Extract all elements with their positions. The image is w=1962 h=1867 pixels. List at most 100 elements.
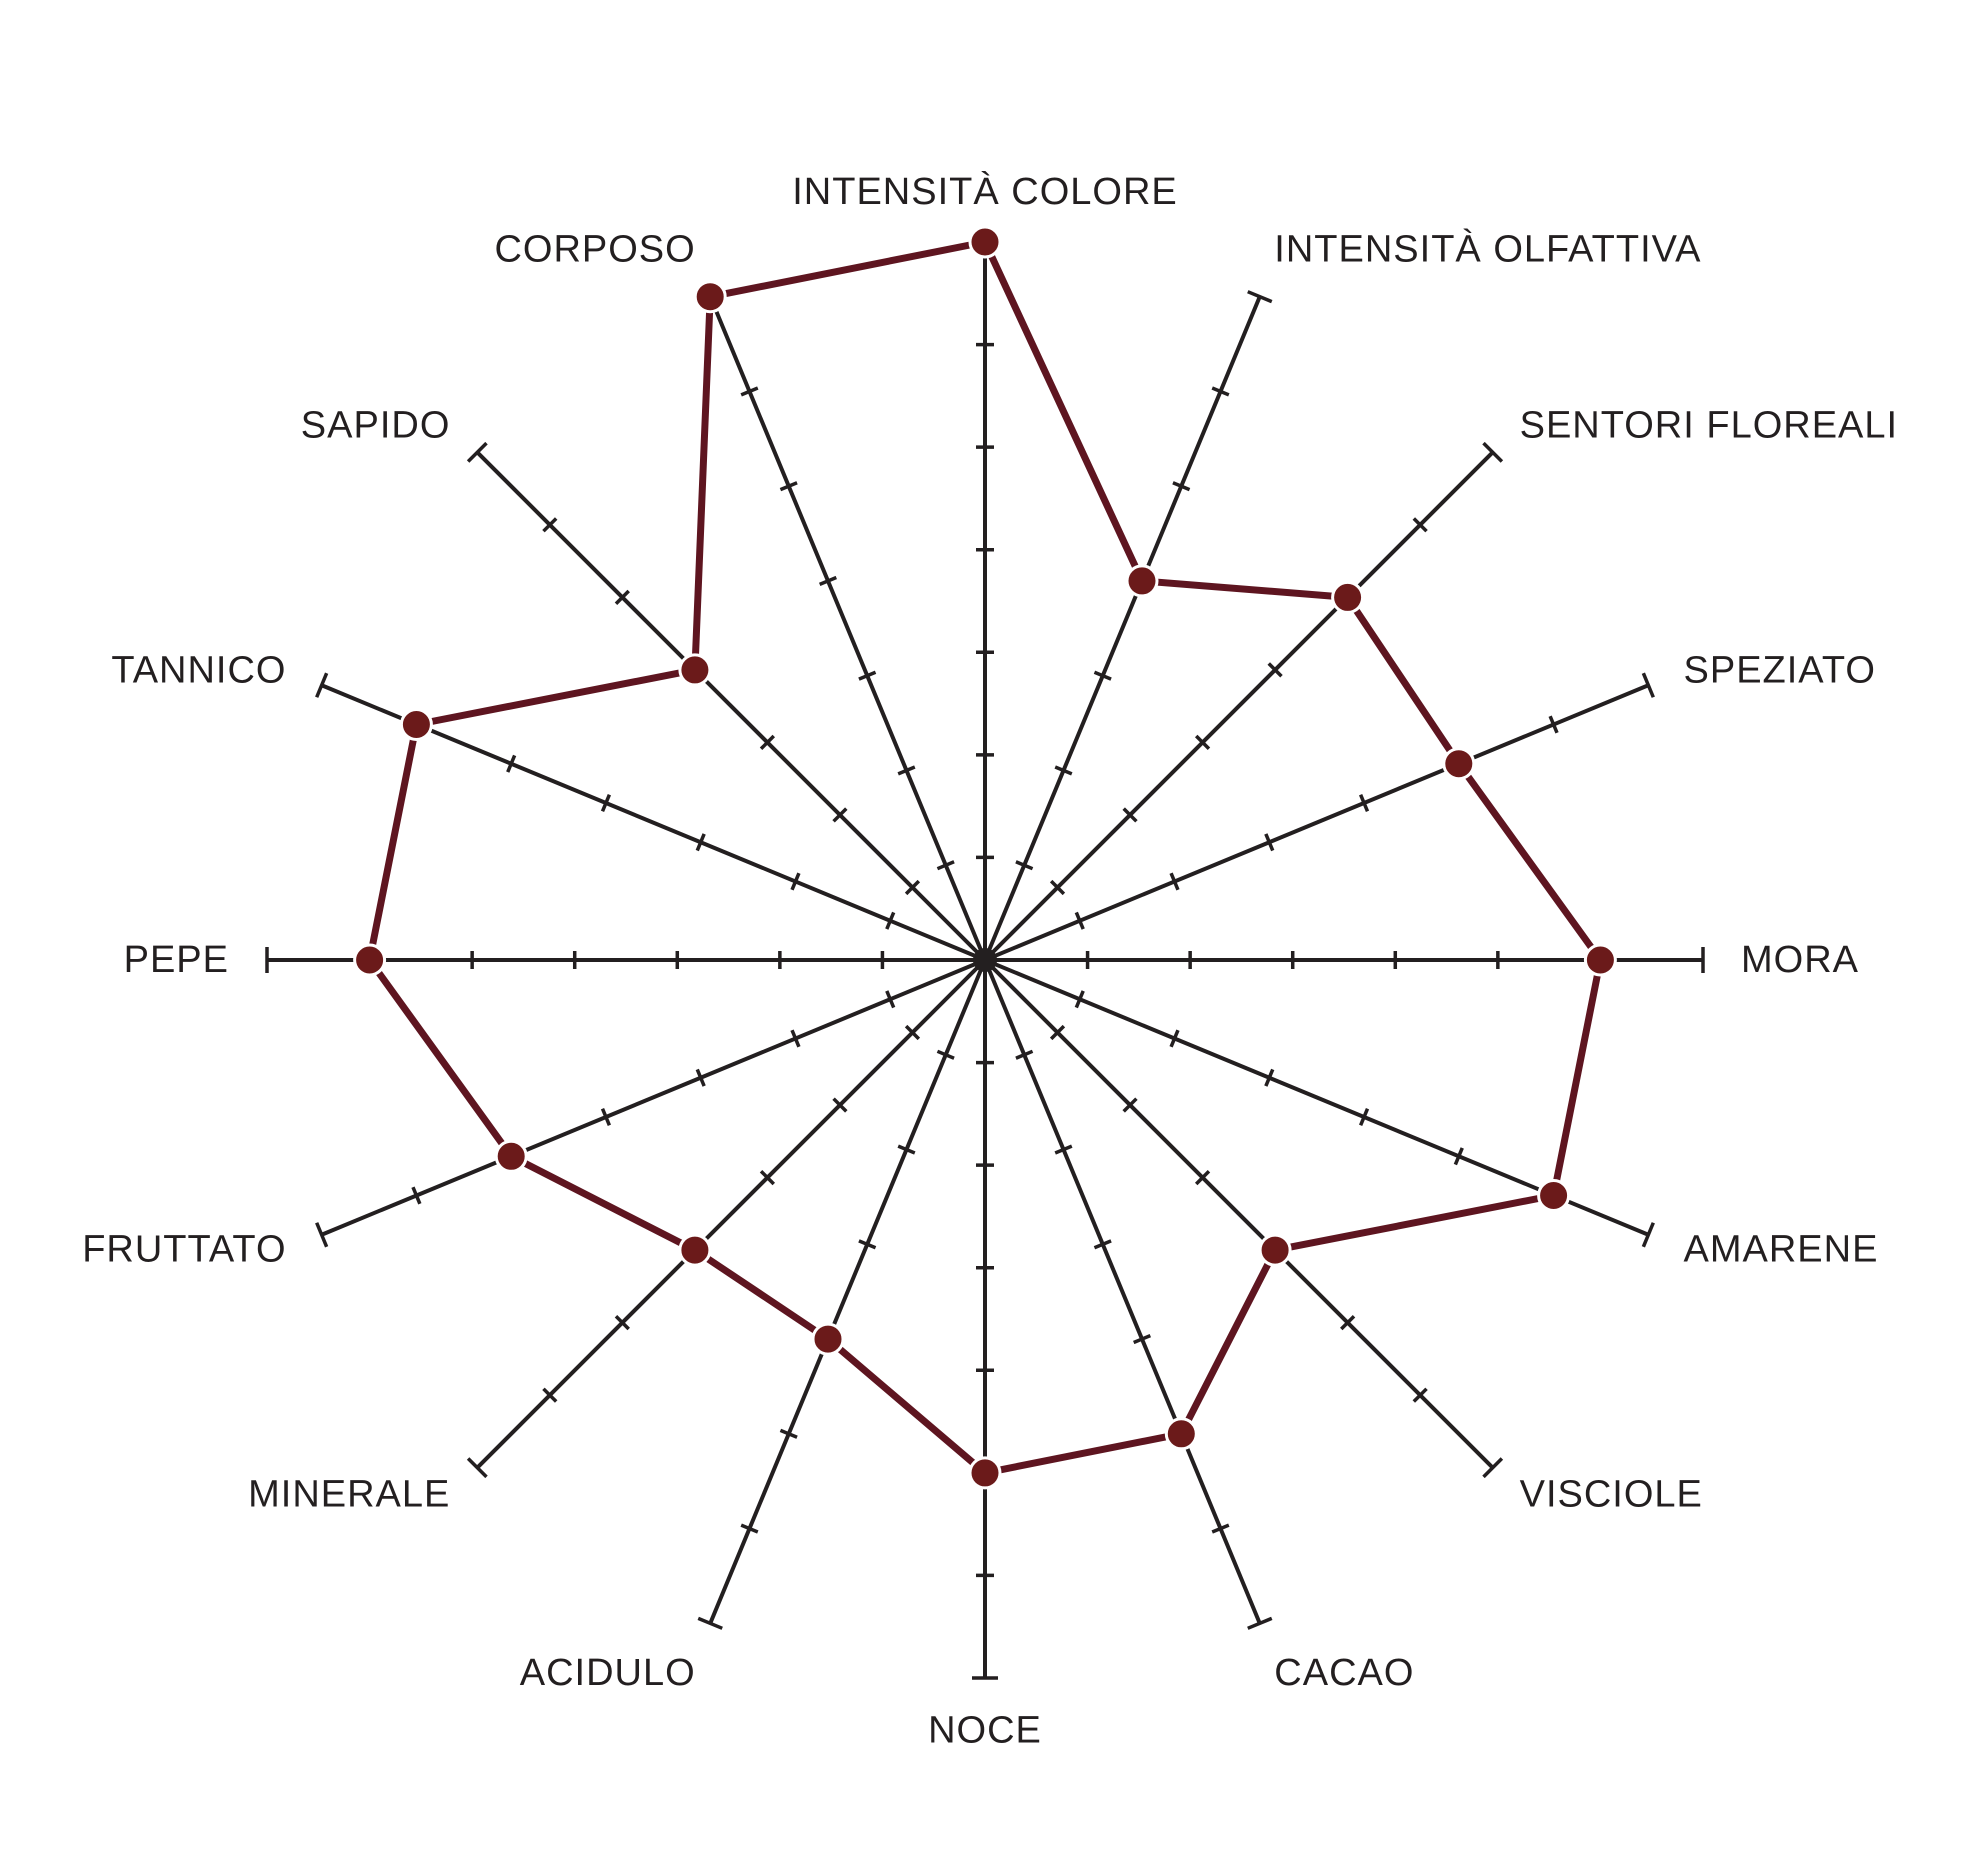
axis-end-cap-sentori-floreali xyxy=(1482,441,1504,463)
axis-tick-visciole xyxy=(1194,1169,1211,1186)
axis-label-intensita-olfattiva: INTENSITÀ OLFATTIVA xyxy=(1274,228,1701,271)
axis-tick-corposo xyxy=(740,386,759,397)
axis-fruttato xyxy=(320,958,986,1237)
axis-tick-sapido xyxy=(832,807,848,823)
axis-tick-sentori-floreali xyxy=(1049,879,1066,896)
axis-acidulo xyxy=(708,959,987,1625)
axis-tick-cacao xyxy=(1211,1523,1230,1534)
axis-tick-minerale xyxy=(759,1169,776,1186)
axis-tick-amarene xyxy=(1358,1108,1370,1126)
axis-sapido xyxy=(475,450,987,962)
data-point-acidulo xyxy=(811,1322,845,1356)
axis-tick-acidulo xyxy=(936,1049,955,1060)
data-point-sapido xyxy=(678,653,712,687)
axis-tick-speziato xyxy=(1264,833,1275,852)
axis-tick-tannico xyxy=(506,754,517,773)
axis-tick-minerale xyxy=(904,1024,921,1041)
axis-end-cap-intensita-olfattiva xyxy=(1247,290,1273,304)
axis-tick-corposo xyxy=(858,670,877,681)
axis-tick-tannico xyxy=(600,794,612,812)
axis-tick-visciole xyxy=(1412,1387,1428,1403)
data-point-sentori-floreali xyxy=(1331,580,1365,614)
axis-tick-acidulo xyxy=(897,1144,916,1155)
axis-tick-sentori-floreali xyxy=(1412,517,1428,533)
axis-end-cap-amarene xyxy=(1641,1222,1655,1248)
axis-label-speziato: SPEZIATO xyxy=(1684,650,1876,692)
center-hub xyxy=(973,948,997,972)
axis-tick-sapido xyxy=(614,589,630,605)
axis-tick-cacao xyxy=(1093,1239,1112,1250)
axis-tick-cacao xyxy=(1054,1144,1073,1155)
axis-tick-minerale xyxy=(542,1387,558,1403)
axis-tick-corposo xyxy=(819,575,837,587)
axis-tick-visciole xyxy=(1340,1315,1356,1331)
axis-minerale xyxy=(475,958,987,1470)
axis-tick-sapido xyxy=(759,734,776,751)
axis-tick-intensita-olfattiva xyxy=(1054,765,1073,776)
axis-tick-intensita-olfattiva xyxy=(1211,386,1230,397)
axis-tick-tannico xyxy=(885,911,896,930)
axis-amarene xyxy=(984,958,1650,1237)
axis-label-amarene: AMARENE xyxy=(1684,1228,1879,1270)
axis-end-cap-acidulo xyxy=(697,1616,723,1630)
axis-end-cap-minerale xyxy=(466,1457,488,1479)
data-point-intensita-olfattiva xyxy=(1125,564,1159,598)
axis-label-mora: MORA xyxy=(1741,939,1859,981)
axis-tick-fruttato xyxy=(600,1108,612,1126)
axis-label-intensita-colore: INTENSITÀ COLORE xyxy=(792,170,1178,213)
axis-label-tannico: TANNICO xyxy=(111,650,286,692)
axis-label-acidulo: ACIDULO xyxy=(520,1652,696,1694)
axis-tick-sentori-floreali xyxy=(1267,662,1283,678)
axis-tick-sapido xyxy=(542,517,558,533)
axis-tick-sentori-floreali xyxy=(1194,734,1211,751)
data-point-visciole xyxy=(1258,1233,1292,1267)
data-point-mora xyxy=(1583,943,1617,977)
axis-tick-visciole xyxy=(1049,1024,1066,1041)
axis-end-cap-visciole xyxy=(1482,1457,1504,1479)
axis-sentori-floreali xyxy=(983,450,1495,962)
axis-visciole xyxy=(983,958,1495,1470)
axis-end-cap-fruttato xyxy=(315,1222,329,1248)
axis-tick-corposo xyxy=(936,860,955,871)
axis-speziato xyxy=(984,683,1650,962)
axis-label-sentori-floreali: SENTORI FLOREALI xyxy=(1520,404,1899,446)
axis-cacao xyxy=(983,959,1262,1625)
axis-tick-acidulo xyxy=(779,1428,798,1439)
axis-label-cacao: CACAO xyxy=(1274,1652,1414,1694)
axis-tannico xyxy=(320,683,986,962)
axis-label-noce: NOCE xyxy=(928,1709,1042,1751)
axis-label-fruttato: FRUTTATO xyxy=(82,1228,286,1270)
axis-tick-sapido xyxy=(904,879,921,896)
axis-tick-fruttato xyxy=(695,1068,706,1087)
data-point-tannico xyxy=(399,708,433,741)
axis-tick-fruttato xyxy=(885,990,896,1009)
data-point-amarene xyxy=(1537,1179,1571,1212)
axis-tick-speziato xyxy=(1548,715,1559,734)
axis-end-cap-tannico xyxy=(315,672,329,698)
axis-tick-cacao xyxy=(1015,1049,1034,1060)
axis-tick-corposo xyxy=(779,481,798,492)
data-point-minerale xyxy=(678,1233,712,1267)
axis-tick-minerale xyxy=(614,1315,630,1331)
axis-tick-amarene xyxy=(1169,1029,1180,1048)
axis-end-cap-cacao xyxy=(1247,1616,1273,1630)
axis-tick-tannico xyxy=(695,833,706,852)
data-point-speziato xyxy=(1442,747,1476,781)
axis-tick-corposo xyxy=(897,765,916,776)
data-point-corposo xyxy=(693,280,727,314)
axis-end-cap-sapido xyxy=(466,441,488,463)
axis-tick-amarene xyxy=(1074,990,1085,1009)
axis-tick-intensita-olfattiva xyxy=(1015,860,1034,871)
axis-tick-acidulo xyxy=(740,1523,759,1534)
axis-tick-minerale xyxy=(832,1097,848,1113)
series-layer xyxy=(353,225,1617,1490)
data-point-cacao xyxy=(1164,1417,1198,1451)
axis-tick-visciole xyxy=(1122,1097,1138,1113)
axis-tick-fruttato xyxy=(790,1029,801,1048)
axis-tick-sentori-floreali xyxy=(1122,807,1138,823)
axis-tick-fruttato xyxy=(411,1186,422,1205)
axis-labels: INTENSITÀ COLORE INTENSITÀ OLFATTIVA SENTO… xyxy=(82,170,1899,1751)
axis-tick-speziato xyxy=(1358,794,1370,812)
axis-tick-acidulo xyxy=(858,1239,877,1250)
